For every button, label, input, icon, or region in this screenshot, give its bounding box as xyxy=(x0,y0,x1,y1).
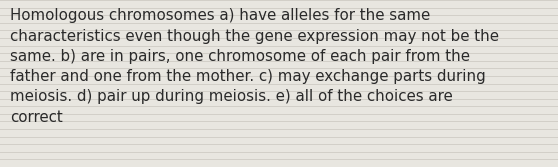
Text: Homologous chromosomes a) have alleles for the same
characteristics even though : Homologous chromosomes a) have alleles f… xyxy=(10,8,499,125)
